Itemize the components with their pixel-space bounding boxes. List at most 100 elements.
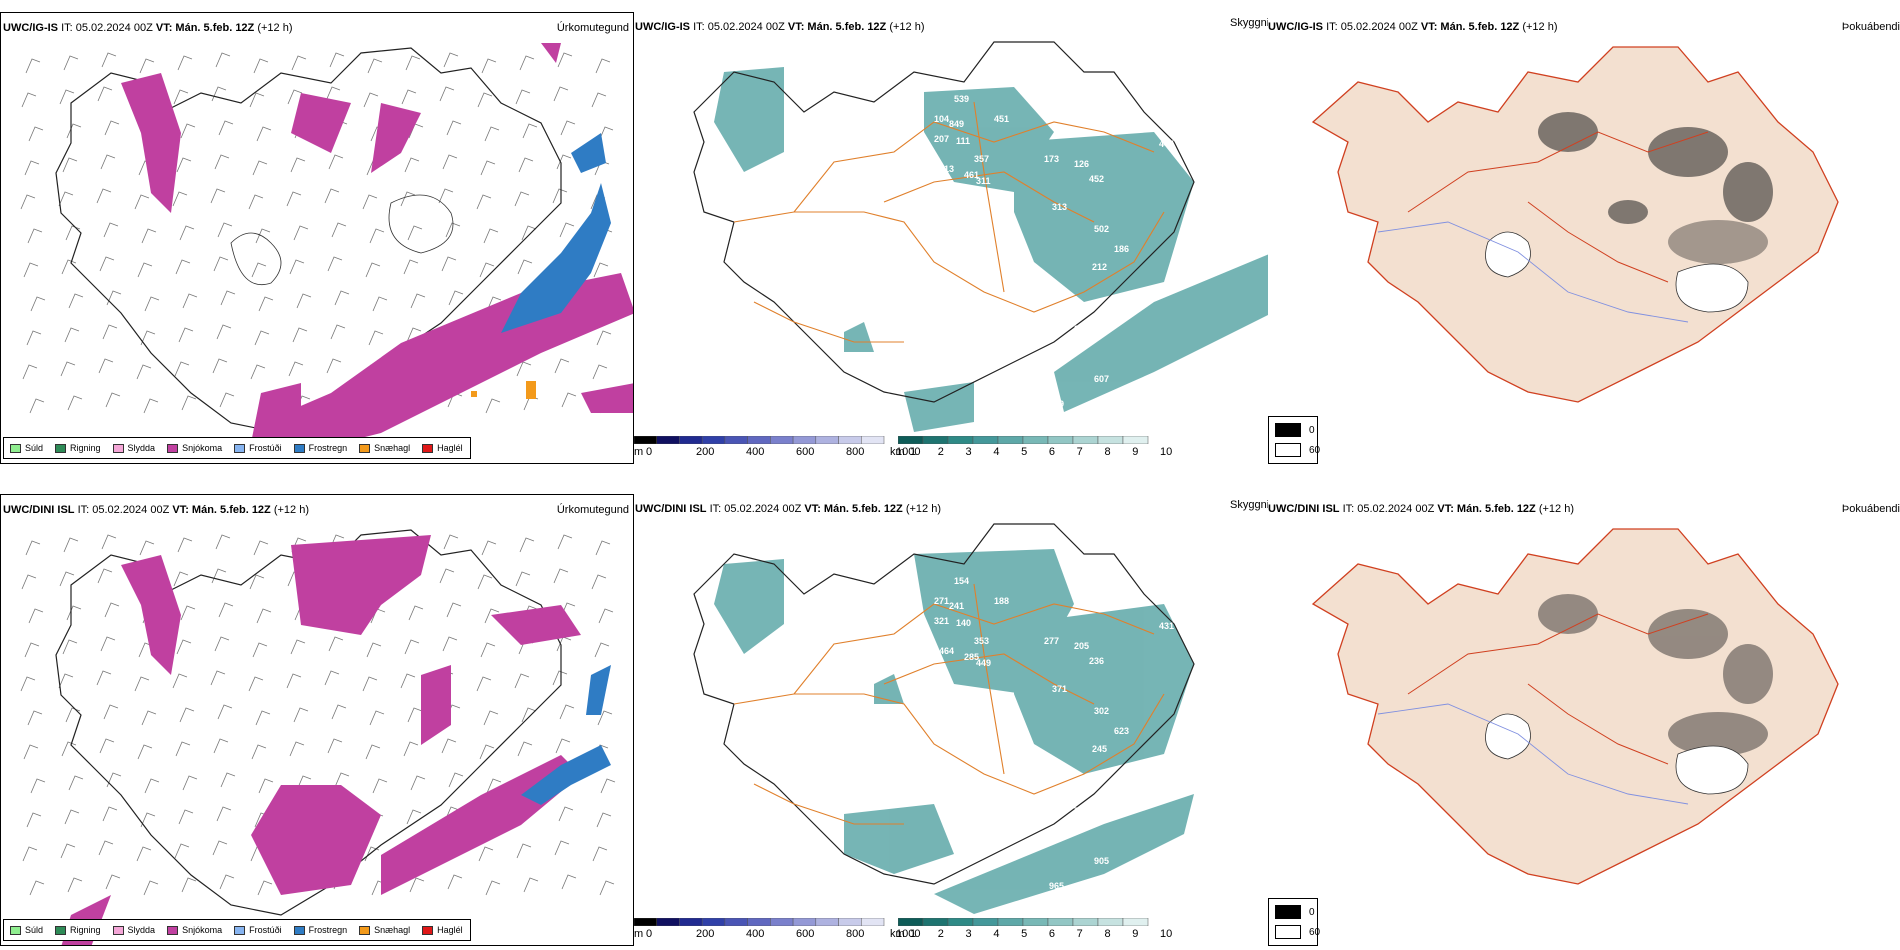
wind-barb (174, 843, 190, 859)
wind-barb (556, 154, 572, 170)
product-title: Skyggni (1230, 499, 1268, 511)
wind-barb (327, 738, 343, 754)
peak-height-label: 236 (1089, 656, 1104, 666)
wind-barb (478, 846, 494, 862)
scale-tick-label: 200 (696, 446, 715, 458)
wind-barb (102, 324, 118, 340)
snow-legend-swatch (1275, 925, 1301, 939)
wind-barb (447, 874, 463, 890)
scale-color-cell (701, 918, 726, 926)
scale-color-cell (947, 918, 974, 926)
iceland-outline (693, 523, 1195, 885)
wind-barb (515, 571, 531, 587)
peak-height-label: 965 (1049, 881, 1064, 891)
wind-barb (219, 392, 235, 408)
wind-barb (400, 191, 416, 207)
wind-barb (515, 89, 531, 105)
wind-barb (172, 673, 188, 689)
wind-barb (144, 778, 160, 794)
wind-barb (62, 639, 78, 655)
lead-time: (+12 h) (257, 22, 293, 34)
road-network (733, 101, 1165, 343)
scale-color-cell (634, 918, 657, 926)
legend-label: Snjókoma (182, 443, 223, 453)
scale-color-cell (770, 436, 794, 444)
scale-tick-label: 1000 (896, 446, 921, 458)
peak-height-label: 213 (939, 164, 954, 174)
panel-header: UWC/IG-IS IT: 05.02.2024 00Z VT: Mán. 5.… (635, 21, 925, 33)
wind-barb (64, 327, 80, 343)
wind-barb (596, 812, 612, 828)
wind-barb (518, 157, 534, 173)
wind-barb (484, 126, 500, 142)
wind-barb (99, 256, 115, 272)
wind-barb (27, 710, 43, 726)
wind-barb (369, 228, 385, 244)
fog-shading (1538, 594, 1773, 756)
wind-barb (28, 608, 44, 624)
wind-barb (334, 290, 350, 306)
wind-barb (403, 259, 419, 275)
legend-label: Haglél (437, 925, 463, 935)
wind-barb (326, 358, 342, 374)
fog-panel-row2: UWC/DINI ISL IT: 05.02.2024 00Z VT: Mán.… (1268, 494, 1900, 946)
wind-barb (61, 741, 77, 757)
wind-barb (26, 812, 42, 828)
wind-barb (363, 92, 379, 108)
peak-height-label: 104 (934, 114, 949, 124)
visibility-scale-bar (898, 918, 1149, 926)
wind-barb (406, 327, 422, 343)
fog-map (1311, 528, 1839, 885)
wind-barb (519, 537, 535, 553)
precip-map (20, 43, 633, 453)
wind-barb (174, 361, 190, 377)
legend-swatch (422, 443, 434, 453)
ice-pellet-areas (471, 381, 536, 399)
wind-barb (212, 840, 228, 856)
wind-barb (218, 602, 234, 618)
rivers-roads (1377, 131, 1709, 323)
scale-color-cell (679, 436, 703, 444)
wind-barb (106, 772, 122, 788)
scale-color-cell (1072, 918, 1099, 926)
wind-barb (296, 293, 312, 309)
wind-barb (23, 262, 39, 278)
wind-barb (331, 222, 347, 238)
legend-swatch (112, 443, 124, 453)
wind-barb (365, 744, 381, 760)
scale-tick-label: 400 (746, 446, 765, 458)
wind-barb (523, 877, 539, 893)
wind-barb (553, 568, 569, 584)
peak-height-label: 277 (1044, 636, 1059, 646)
scale-color-cell (792, 436, 817, 444)
init-time: IT: 05.02.2024 00Z (709, 503, 802, 515)
legend-item-snow-pellets: Snæhagl (359, 925, 410, 935)
wind-barb (485, 398, 501, 414)
wind-barb (593, 262, 609, 278)
wind-barb (178, 327, 194, 343)
wind-barb (329, 52, 345, 68)
wind-barb (407, 707, 423, 723)
scale-color-cell (838, 918, 862, 926)
wind-barb (68, 293, 84, 309)
valid-time: VT: Mán. 5.feb. 12Z (155, 22, 255, 34)
wind-barb (561, 874, 577, 890)
wind-barb (60, 361, 76, 377)
legend-label: Rigning (70, 925, 101, 935)
wind-barb (97, 86, 113, 102)
snow-legend-label: 60 (1309, 926, 1321, 938)
scale-color-cell (972, 918, 999, 926)
freezing-rain-areas (521, 665, 611, 805)
wind-barb (403, 741, 419, 757)
wind-barb (324, 670, 340, 686)
scale-color-cell (724, 436, 748, 444)
wind-barb (599, 880, 615, 896)
wind-barb (24, 160, 40, 176)
wind-barb (255, 710, 271, 726)
wind-barb (213, 256, 229, 272)
scale-color-cell (815, 918, 839, 926)
peak-height-label: 937 (1194, 861, 1209, 871)
wind-barb (26, 330, 42, 346)
glacier-white (1485, 713, 1749, 795)
precip-type-panel-row1: UWC/IG-IS IT: 05.02.2024 00Z VT: Mán. 5.… (0, 12, 634, 464)
